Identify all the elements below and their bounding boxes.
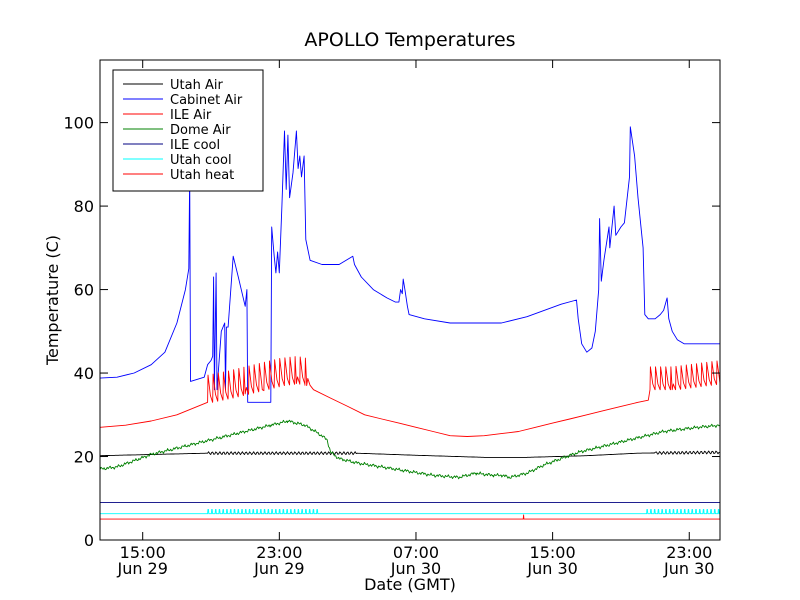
legend-box	[112, 69, 264, 192]
x-tick-label-time: 23:00	[256, 543, 302, 562]
series-line-utah-cool	[100, 509, 720, 515]
series-line-utah-air	[100, 450, 720, 458]
plot-area	[100, 126, 720, 520]
legend-label-dome-air: Dome Air	[170, 123, 231, 138]
y-tick-label: 100	[63, 114, 94, 133]
series-line-ile-air	[100, 356, 720, 437]
y-axis-label: Temperature (C)	[43, 235, 62, 366]
y-tick-label: 20	[74, 448, 94, 467]
x-tick-label-date: Jun 30	[390, 559, 441, 578]
legend-label-ile-cool: ILE cool	[170, 138, 220, 153]
legend-label-ile-air: ILE Air	[170, 108, 212, 123]
axes-frame	[99, 59, 721, 541]
x-axis-label: Date (GMT)	[364, 575, 456, 594]
series-line-dome-air	[100, 419, 720, 480]
y-tick-label: 0	[84, 531, 94, 550]
series-line-utah-heat	[100, 514, 720, 520]
y-tick-label: 60	[74, 281, 94, 300]
x-tick-label-date: Jun 29	[116, 559, 167, 578]
legend-label-utah-air: Utah Air	[170, 78, 223, 93]
chart-title: APOLLO Temperatures	[304, 29, 515, 51]
x-tick-label-date: Jun 30	[526, 559, 577, 578]
series-line-cabinet-air	[100, 126, 720, 403]
legend-label-cabinet-air: Cabinet Air	[170, 93, 243, 108]
y-tick-label: 80	[74, 197, 94, 216]
x-tick-label-date: Jun 30	[663, 559, 714, 578]
y-tick-label: 40	[74, 364, 94, 383]
x-tick-label-date: Jun 29	[253, 559, 304, 578]
x-tick-label-time: 15:00	[120, 543, 166, 562]
x-tick-label-time: 07:00	[393, 543, 439, 562]
x-tick-label-time: 15:00	[530, 543, 576, 562]
legend-label-utah-cool: Utah cool	[170, 153, 232, 168]
x-tick-label-time: 23:00	[666, 543, 712, 562]
legend-label-utah-heat: Utah heat	[170, 168, 234, 183]
